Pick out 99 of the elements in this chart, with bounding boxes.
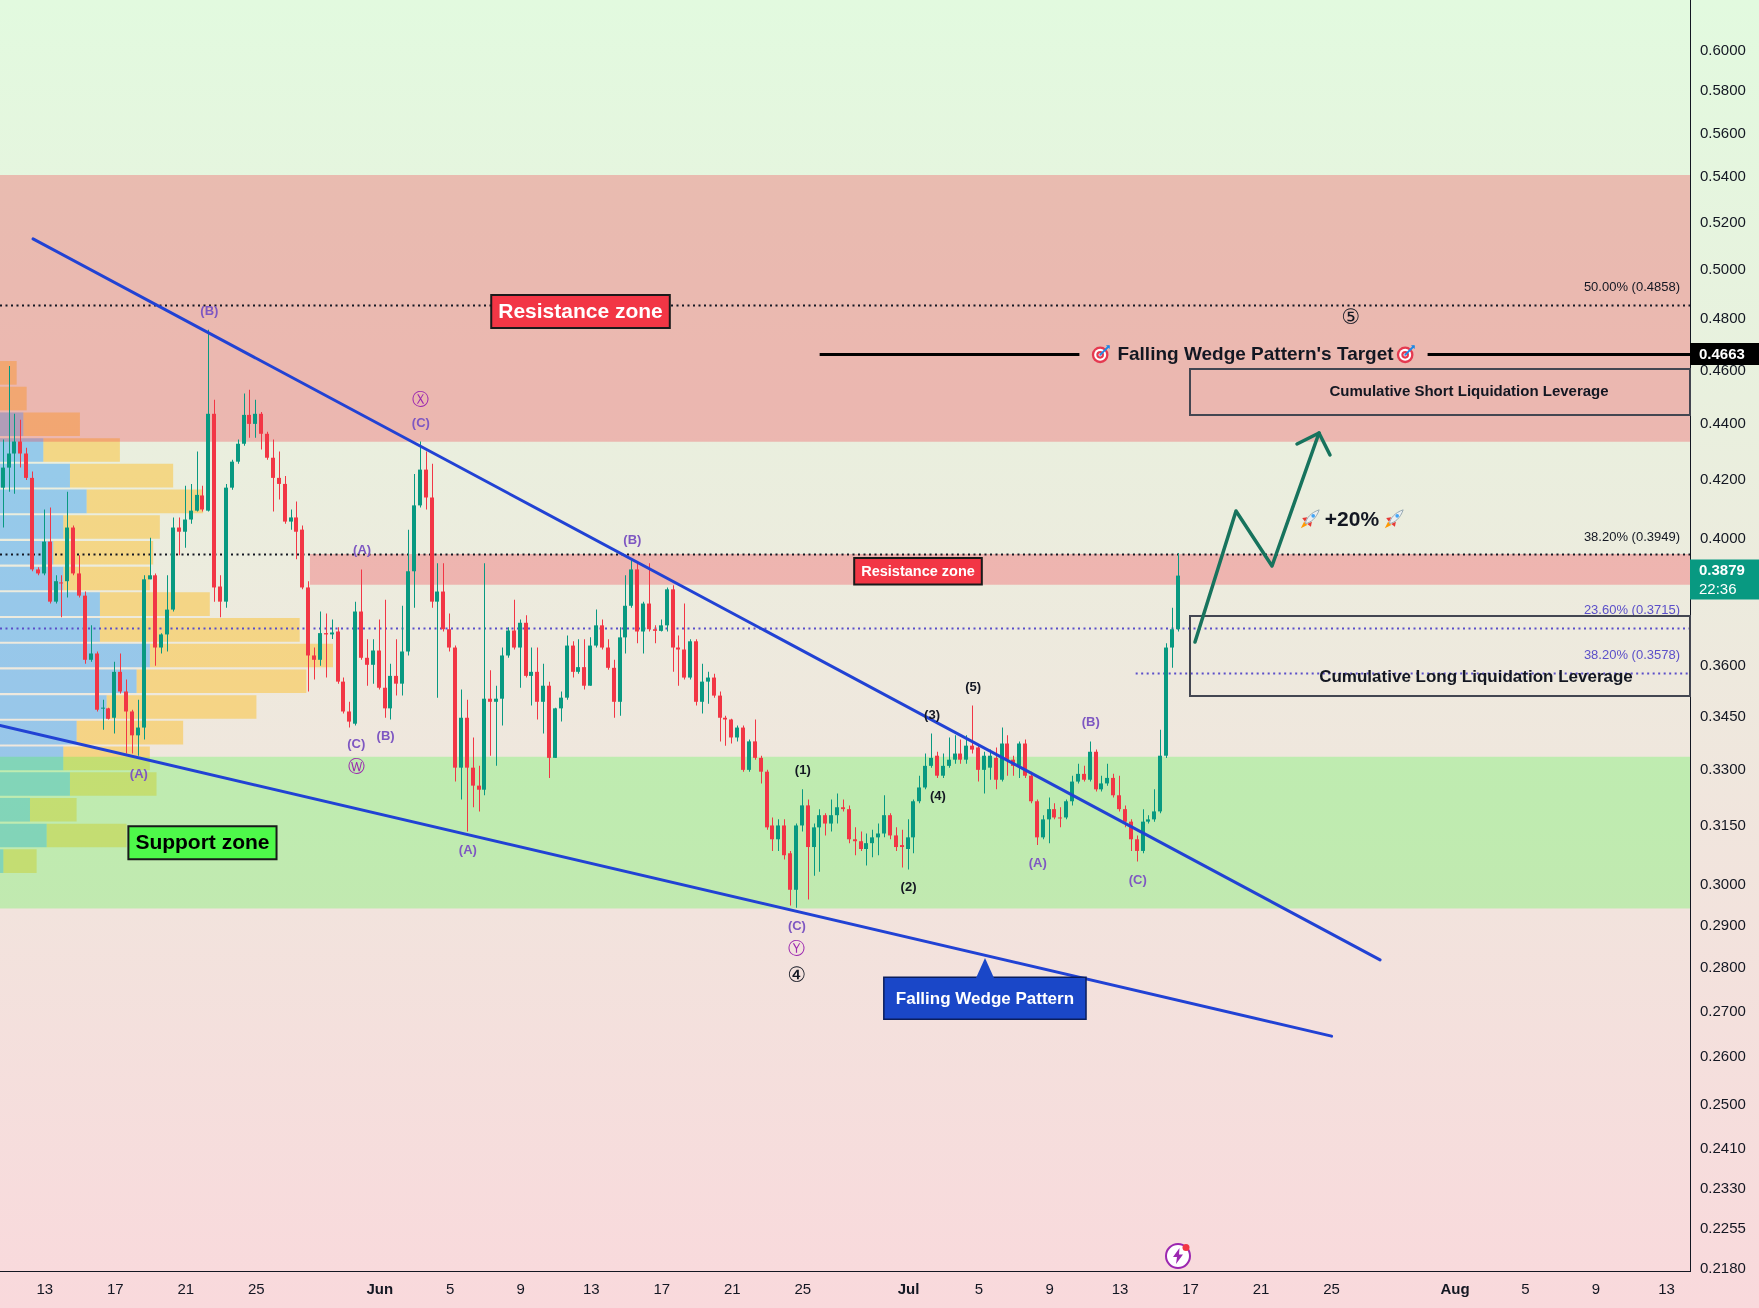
- x-tick-label: 9: [516, 1280, 525, 1298]
- y-tick-label: 0.5200: [1700, 212, 1746, 230]
- annotation: (5): [965, 678, 982, 694]
- annotation: Ⓦ: [347, 756, 365, 776]
- annotation: (B): [376, 727, 395, 743]
- band-label: Resistance zone: [861, 563, 975, 580]
- annotation: Cumulative Long Liquidation Leverage: [1319, 666, 1633, 686]
- x-tick-label: 5: [446, 1280, 455, 1298]
- x-tick-label: 9: [1045, 1280, 1054, 1298]
- y-tick-label: 0.2255: [1700, 1218, 1746, 1236]
- y-tick-label: 0.5800: [1700, 81, 1746, 99]
- x-tick-label: 25: [247, 1280, 265, 1298]
- annotation: (3): [924, 706, 940, 722]
- candlestick: [435, 563, 439, 698]
- x-tick-label: 21: [1252, 1280, 1270, 1298]
- annotation: +20%: [1324, 506, 1380, 530]
- candlestick: [853, 827, 857, 856]
- x-tick-label: 13: [1111, 1280, 1129, 1298]
- x-tick-label: 13: [1658, 1280, 1675, 1298]
- annotation: (A): [129, 765, 148, 781]
- candlestick: [900, 829, 904, 868]
- annotation: (C): [1128, 871, 1147, 887]
- x-tick-label: 9: [1591, 1280, 1601, 1298]
- annotation: (A): [353, 542, 372, 558]
- y-tick-label: 0.4600: [1700, 360, 1746, 378]
- y-tick-label: 0.3600: [1700, 655, 1746, 673]
- annotation: (C): [411, 414, 430, 430]
- y-tick-label: 0.3150: [1700, 816, 1746, 834]
- x-tick-label: Jul: [897, 1280, 920, 1298]
- annotation: (A): [458, 841, 477, 857]
- annotation: Cumulative Short Liquidation Leverage: [1329, 382, 1609, 400]
- bar: [69, 463, 174, 488]
- x-tick-label: 25: [794, 1280, 812, 1298]
- y-tick-label: 0.4000: [1700, 528, 1746, 546]
- annotation: (C): [347, 735, 366, 751]
- candlestick: [488, 670, 492, 756]
- annotation: Falling Wedge Pattern: [895, 988, 1075, 1008]
- x-tick-label: Jun: [366, 1280, 394, 1298]
- band-label: Support zone: [135, 830, 270, 854]
- annotation: (C): [787, 917, 806, 933]
- x-tick-label: 21: [723, 1280, 741, 1298]
- x-tick-label: Aug: [1440, 1280, 1470, 1298]
- candlestick: [529, 647, 533, 706]
- band-label: Resistance zone: [498, 299, 663, 323]
- y-tick-label: 0.4200: [1700, 470, 1746, 488]
- x-tick-label: 5: [974, 1280, 984, 1298]
- candlestick: [101, 699, 105, 730]
- x-tick-label: 13: [36, 1280, 54, 1298]
- bar: [0, 695, 107, 719]
- bar: [86, 489, 204, 514]
- annotation: (4): [929, 787, 946, 803]
- ref-line-label: 23.60% (0.3715): [1583, 602, 1680, 618]
- ref-line-label: Falling Wedge Pattern's Target: [1117, 343, 1395, 365]
- bar: [0, 489, 87, 514]
- y-tick-label: 0.2500: [1700, 1094, 1746, 1112]
- y-tick-label: 0.4800: [1700, 309, 1746, 327]
- y-tick-label: 0.2900: [1700, 915, 1746, 933]
- annotation: Ⓧ: [412, 389, 430, 409]
- y-tick-label: 0.2600: [1700, 1047, 1746, 1065]
- annotation: Ⓨ: [788, 938, 806, 958]
- y-tick-label: 0.2800: [1700, 958, 1746, 976]
- annotation: (B): [200, 302, 219, 318]
- y-tick-label: 0.5600: [1700, 123, 1746, 141]
- y-tick-label: 0.2180: [1700, 1259, 1746, 1277]
- y-tick-label: 0.3000: [1700, 875, 1746, 893]
- annotation: (A): [1028, 855, 1047, 871]
- annotation: (2): [900, 879, 917, 895]
- x-tick-label: 17: [106, 1280, 124, 1298]
- annotation: (1): [794, 762, 811, 778]
- y-tick-label: 0.2700: [1700, 1001, 1746, 1019]
- candlestick: [676, 635, 680, 686]
- text: 0.4663: [1699, 345, 1745, 363]
- x-tick-label: 17: [1182, 1280, 1199, 1298]
- candlestick: [494, 685, 498, 766]
- ref-line-label: 50.00% (0.4858): [1583, 279, 1680, 295]
- annotation: ④: [787, 962, 807, 986]
- candlestick: [59, 575, 63, 618]
- y-tick-label: 0.2410: [1700, 1138, 1746, 1156]
- ref-line-label: 38.20% (0.3949): [1583, 528, 1680, 544]
- annotation: ⑤: [1341, 304, 1361, 328]
- y-tick-label: 0.3450: [1700, 706, 1746, 724]
- text: 22:36: [1699, 579, 1737, 597]
- candlestick: [1058, 807, 1062, 828]
- y-tick-label: 0.5400: [1700, 167, 1746, 185]
- y-tick-label: 0.2330: [1700, 1179, 1746, 1197]
- x-tick-label: 21: [177, 1280, 195, 1298]
- x-tick-label: 17: [653, 1280, 671, 1298]
- y-tick-label: 0.4400: [1700, 414, 1746, 432]
- x-tick-label: 25: [1323, 1280, 1340, 1298]
- y-tick-label: 0.3300: [1700, 760, 1746, 778]
- annotation: (B): [623, 532, 642, 548]
- x-tick-label: 5: [1521, 1280, 1530, 1298]
- x-tick-label: 13: [582, 1280, 600, 1298]
- annotation: (B): [1081, 714, 1100, 730]
- ref-line-label: 38.20% (0.3578): [1583, 647, 1680, 663]
- y-tick-label: 0.6000: [1700, 40, 1746, 58]
- text: 0.3879: [1699, 560, 1745, 578]
- y-tick-label: 0.5000: [1700, 260, 1746, 278]
- bar: [136, 669, 307, 694]
